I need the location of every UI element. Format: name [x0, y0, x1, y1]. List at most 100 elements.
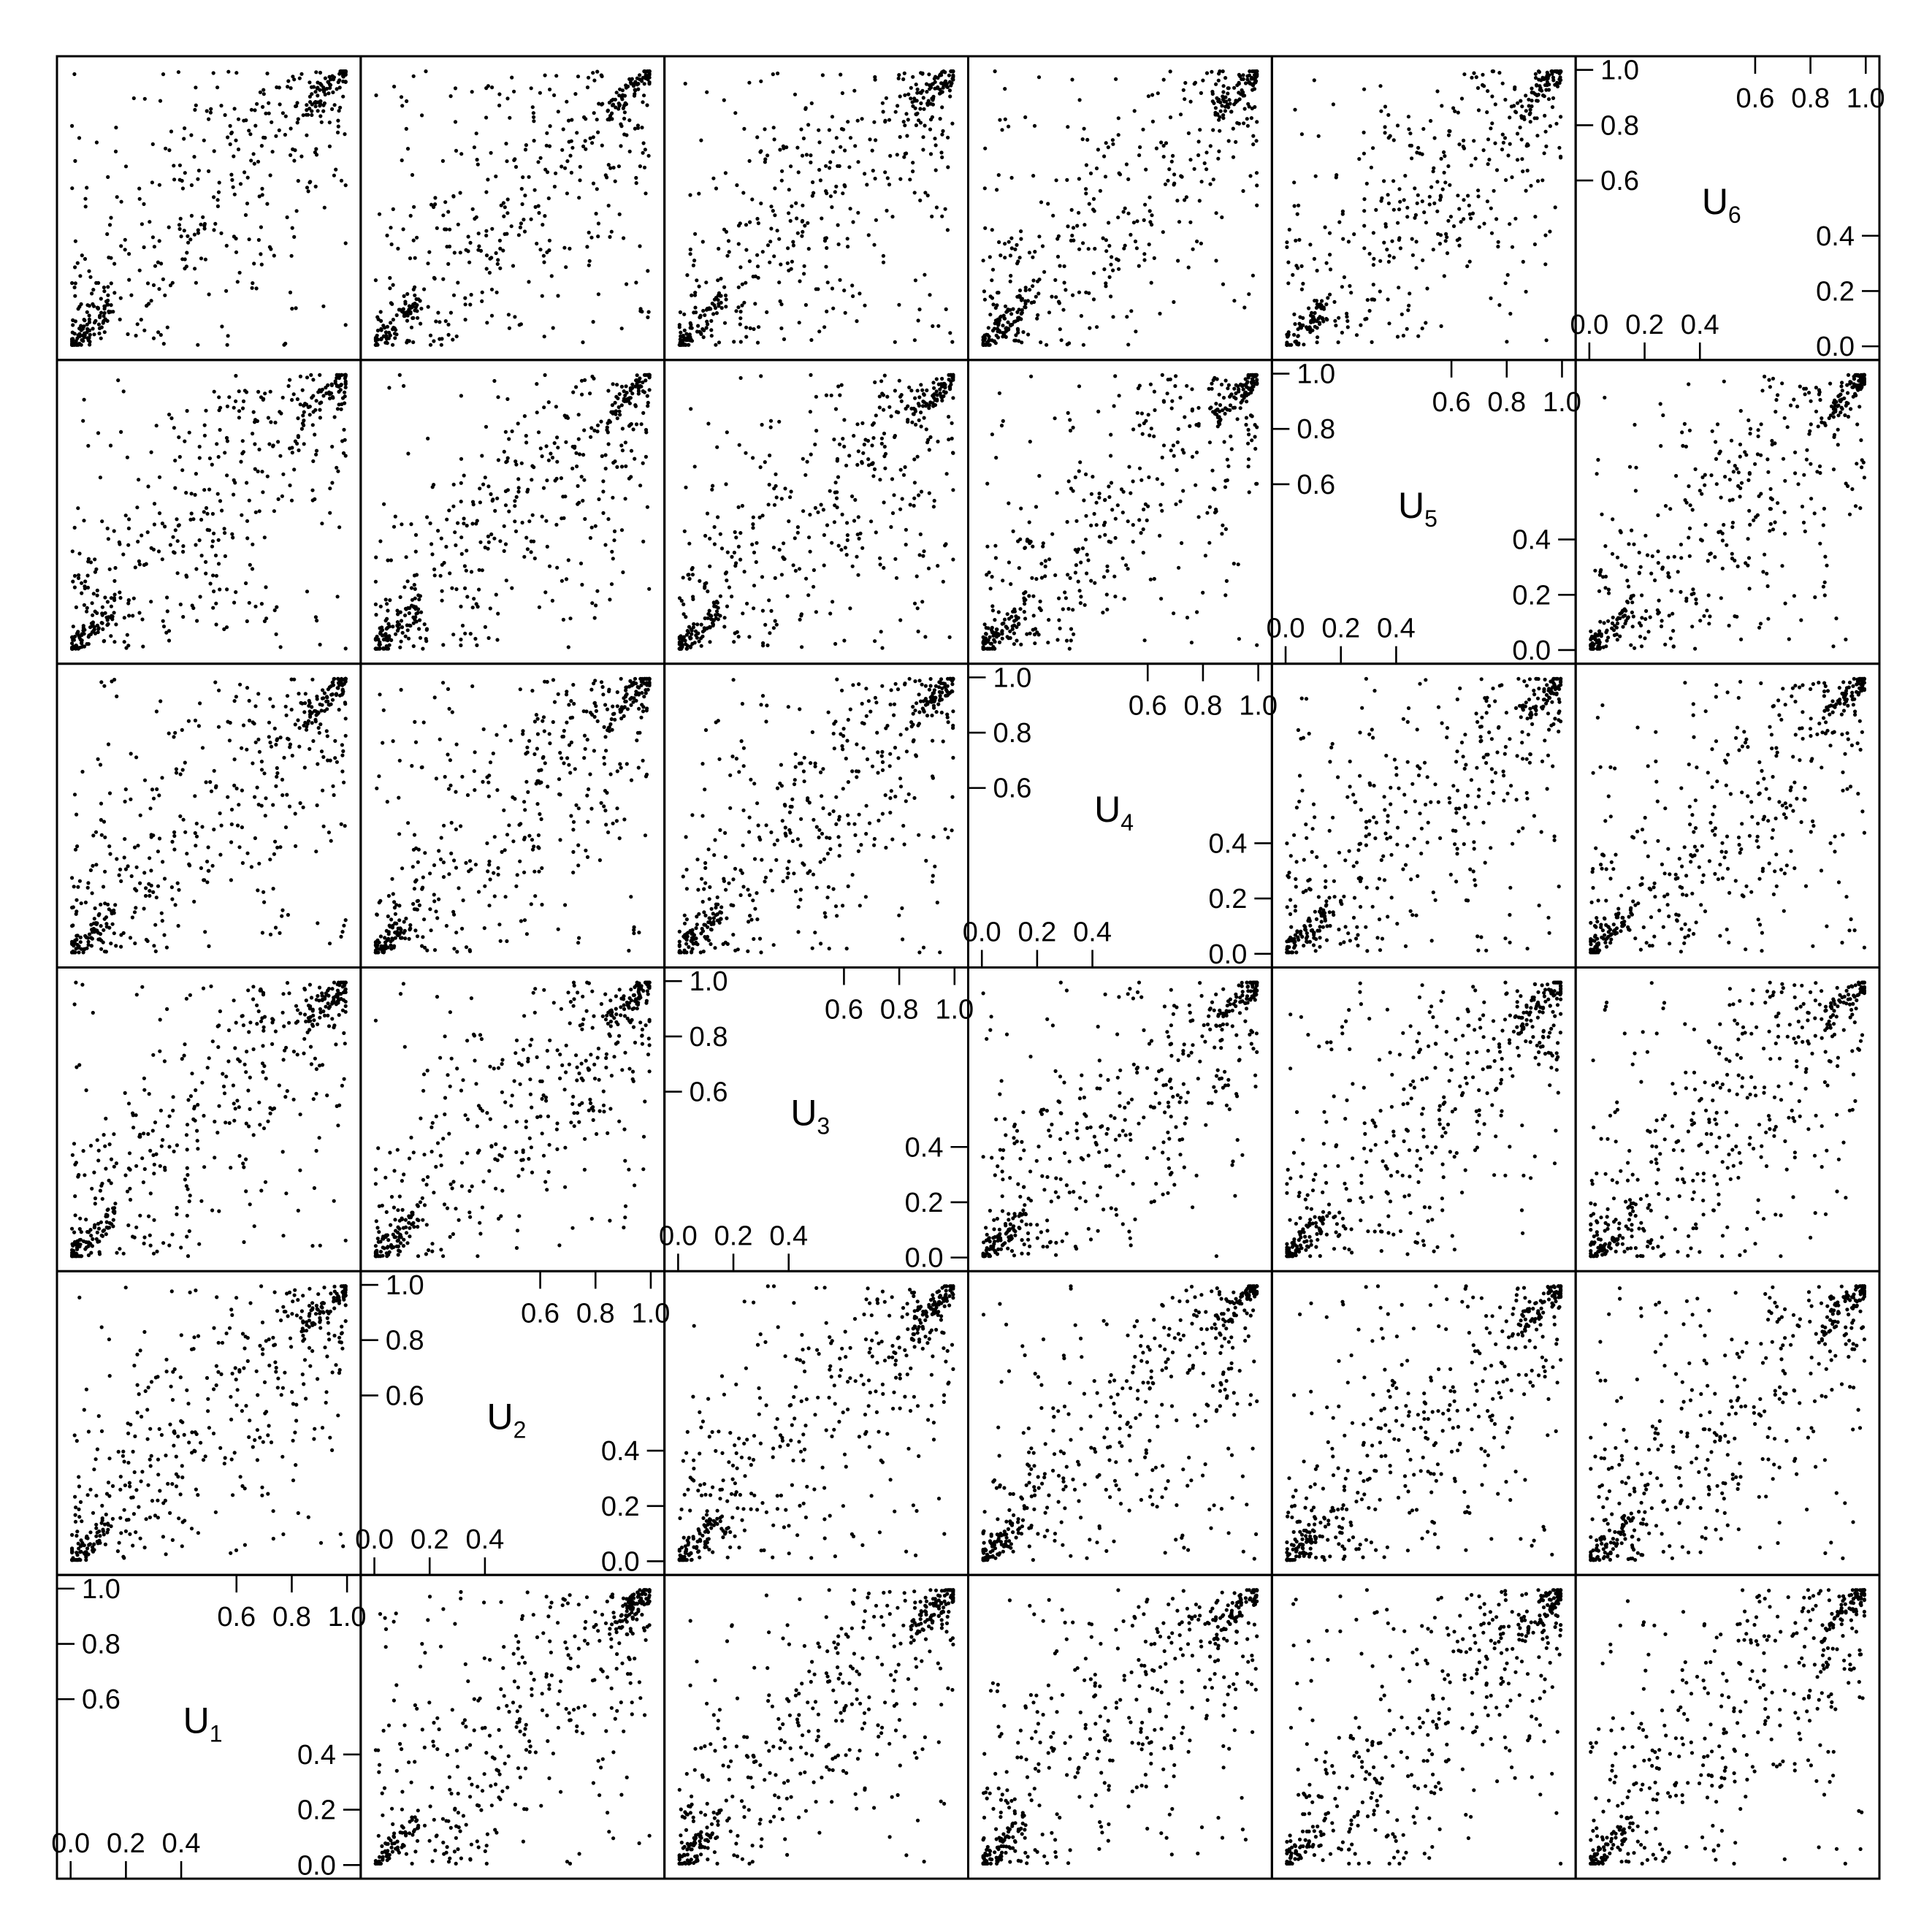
data-point	[480, 299, 484, 303]
data-point	[931, 381, 936, 385]
data-point	[315, 619, 319, 623]
data-point	[996, 323, 1001, 327]
data-point	[677, 596, 682, 600]
data-point	[570, 118, 574, 122]
data-point	[982, 289, 986, 294]
data-point	[1352, 232, 1356, 237]
data-point	[679, 330, 683, 335]
data-point	[699, 636, 703, 641]
data-point	[985, 481, 990, 486]
data-point	[1668, 636, 1673, 641]
data-point	[1814, 386, 1818, 390]
data-point	[465, 595, 470, 599]
data-point	[621, 570, 625, 575]
tick-label-right: 0.4	[1816, 221, 1855, 252]
data-point	[760, 513, 765, 518]
data-point	[936, 76, 940, 80]
data-point	[328, 85, 332, 90]
data-point	[163, 524, 167, 529]
data-point	[1032, 299, 1036, 305]
data-point	[1174, 502, 1178, 506]
data-point	[343, 376, 347, 381]
data-point	[1161, 143, 1166, 148]
data-point	[1380, 196, 1384, 200]
data-point	[1362, 151, 1366, 156]
data-point	[1816, 424, 1820, 429]
data-point	[951, 69, 955, 74]
data-point	[911, 169, 915, 174]
data-point	[922, 107, 926, 111]
data-point	[591, 135, 595, 140]
data-point	[1209, 405, 1213, 410]
data-point	[1149, 427, 1153, 431]
data-point	[839, 145, 843, 149]
data-point	[1223, 104, 1228, 109]
data-point	[848, 136, 853, 140]
data-point	[576, 484, 580, 489]
data-point	[385, 602, 389, 606]
data-point	[532, 119, 536, 123]
data-point	[1630, 625, 1635, 629]
data-point	[330, 444, 335, 449]
data-point	[730, 595, 734, 599]
data-point	[161, 619, 165, 623]
data-point	[1075, 224, 1080, 228]
data-point	[1240, 398, 1245, 403]
data-point	[1427, 194, 1432, 199]
data-point	[712, 524, 717, 530]
data-point	[716, 612, 720, 616]
data-point	[565, 159, 570, 164]
data-point	[898, 467, 903, 472]
data-point	[1535, 99, 1540, 103]
data-point	[647, 69, 652, 74]
data-point	[398, 595, 402, 600]
data-point	[168, 543, 172, 547]
data-point	[102, 285, 106, 290]
data-point	[716, 606, 720, 610]
data-point	[834, 136, 839, 140]
data-point	[625, 282, 629, 286]
data-point	[524, 143, 529, 148]
data-point	[1134, 246, 1139, 251]
data-point	[925, 194, 930, 198]
data-point	[947, 378, 951, 382]
data-point	[118, 296, 123, 300]
data-point	[237, 409, 242, 413]
data-point	[216, 538, 221, 542]
data-point	[1443, 239, 1448, 243]
data-point	[335, 595, 340, 599]
data-point	[215, 85, 220, 90]
data-point	[946, 135, 950, 140]
data-point	[234, 590, 238, 595]
data-point	[554, 522, 559, 527]
data-point	[893, 110, 898, 114]
data-point	[817, 140, 822, 145]
data-point	[1022, 610, 1026, 614]
data-point	[1538, 88, 1542, 92]
data-point	[310, 498, 315, 503]
data-point	[1703, 483, 1707, 487]
data-point	[1077, 177, 1081, 181]
data-point	[1755, 513, 1760, 517]
data-point	[477, 587, 481, 592]
data-point	[842, 444, 847, 449]
data-point	[703, 581, 707, 586]
data-point	[1161, 77, 1166, 82]
data-point	[787, 188, 791, 192]
data-point	[1017, 308, 1021, 312]
data-point	[80, 581, 84, 585]
data-point	[684, 332, 689, 336]
data-point	[763, 160, 767, 164]
tick-label-bottom: 0.4	[1681, 310, 1719, 340]
data-point	[1215, 96, 1219, 100]
data-point	[151, 283, 156, 287]
data-point	[741, 611, 745, 616]
data-point	[93, 631, 98, 635]
data-point	[443, 200, 448, 205]
data-point	[566, 118, 571, 123]
data-point	[608, 597, 612, 602]
data-point	[688, 247, 692, 252]
data-point	[523, 148, 528, 152]
data-point	[470, 522, 475, 526]
data-point	[1107, 484, 1111, 489]
